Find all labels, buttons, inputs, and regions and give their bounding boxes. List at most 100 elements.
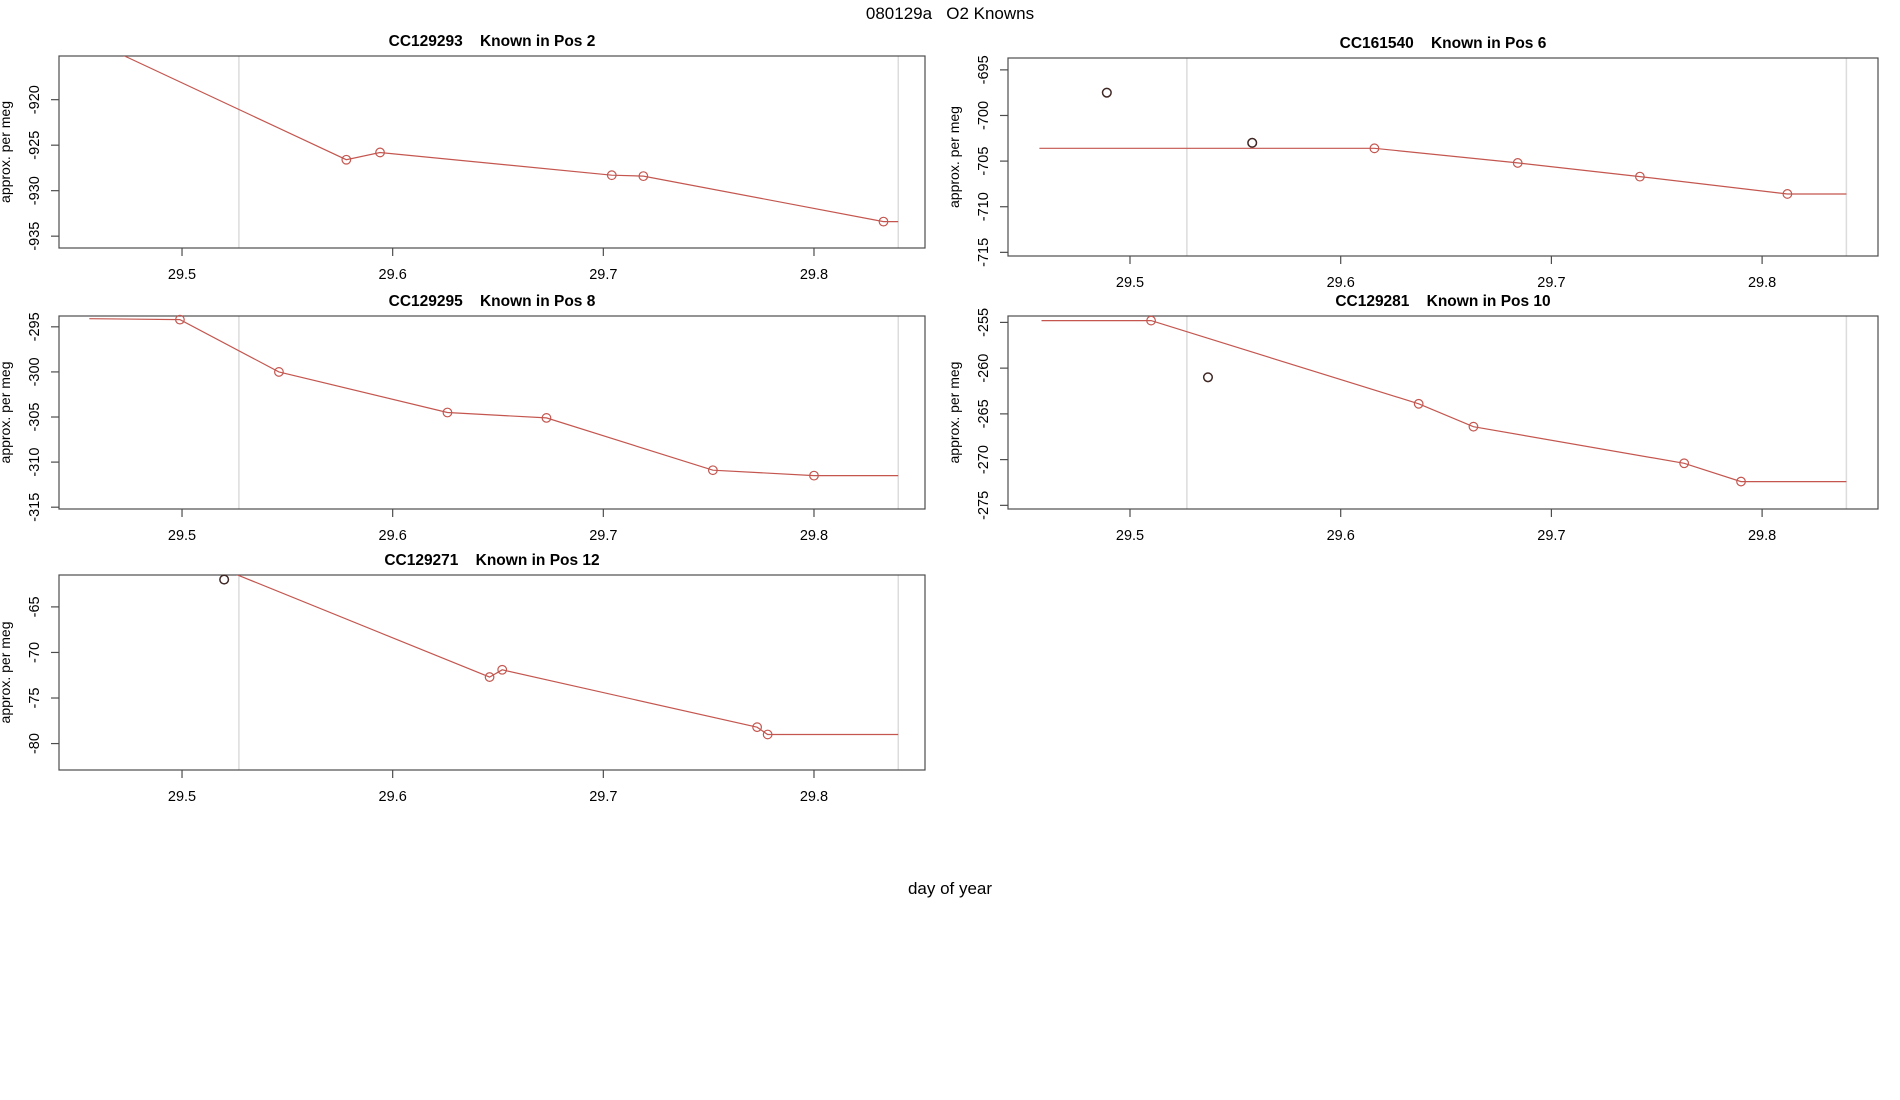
x-tick-label: 29.7 [589,789,617,805]
outlier-point [219,574,230,585]
data-point [341,154,352,165]
data-point [274,367,284,377]
data-point [1736,476,1746,487]
y-tick-label: -715 [976,238,992,267]
x-tick-label: 29.5 [168,528,196,544]
plot-border [58,55,926,249]
data-point [1512,158,1523,168]
y-tick-label: -260 [976,354,992,383]
y-tick-label: -305 [27,402,43,431]
y-tick-label: -705 [976,147,992,176]
data-point [1635,171,1645,182]
data-point [1413,398,1424,409]
x-tick-label: 29.5 [168,267,196,283]
y-axis-label: approx. per meg [946,362,962,464]
x-tick-label: 29.8 [1748,275,1776,291]
y-tick-label: -310 [27,448,43,477]
x-tick-label: 29.8 [1748,528,1776,544]
data-point [1146,315,1156,326]
y-tick-label: -695 [976,55,992,84]
data-point [1782,189,1793,199]
y-axis-label: approx. per meg [0,622,13,724]
data-point [497,664,508,675]
data-point [1369,143,1380,154]
data-point [606,170,617,181]
y-tick-label: -70 [27,642,43,663]
plot-border [58,315,926,510]
chart-panel-CC129271: 29.5 29.6 29.7 29.8 -65 -70 -75 -80 approx. per … [0,552,926,805]
x-tick-label: 29.6 [379,528,407,544]
panel-title: CC129281 Known in Pos 10 [1335,293,1550,310]
chart-panel-CC129295: 29.5 29.6 29.7 29.8 -295 -300 -305 -310 -315 appr… [0,293,926,544]
data-point [638,171,649,182]
x-tick-label: 29.6 [1327,275,1355,291]
x-tick-label: 29.7 [589,267,617,283]
outlier-point [1101,87,1112,98]
x-tick-label: 29.6 [379,267,407,283]
y-tick-label: -275 [976,491,992,520]
x-tick-label: 29.5 [168,789,196,805]
data-line [1041,320,1847,483]
y-tick-label: -935 [27,222,43,251]
data-line [89,318,899,477]
x-tick-label: 29.7 [589,528,617,544]
y-axis-label: approx. per meg [0,362,13,464]
chart-panel-CC161540: 29.5 29.6 29.7 29.8 -695 -700 -705 -710 -715 appr… [946,35,1879,291]
x-tick-label: 29.7 [1537,528,1565,544]
data-point [1679,458,1690,469]
panel-title: CC129293 Known in Pos 2 [389,33,596,50]
y-tick-label: -80 [27,733,43,754]
y-tick-label: -300 [27,357,43,386]
y-tick-label: -930 [27,176,43,205]
page-title: 080129a O2 Knowns [865,4,1035,23]
y-tick-label: -255 [976,308,992,337]
outlier-point [1247,137,1258,148]
x-tick-label: 29.5 [1116,275,1144,291]
x-tick-label: 29.5 [1116,528,1144,544]
plot-border [1007,57,1879,257]
data-point [707,465,718,476]
data-point [762,729,773,740]
x-tick-label: 29.6 [379,789,407,805]
y-tick-label: -265 [976,399,992,428]
chart-panel-CC129293: 29.5 29.6 29.7 29.8 -920 -925 -930 -935 approx. … [0,33,926,283]
x-tick-label: 29.8 [800,528,828,544]
chart-panel-CC129281: 29.5 29.6 29.7 29.8 -255 -260 -265 -270 -275 appr… [946,293,1879,544]
x-tick-label: 29.6 [1327,528,1355,544]
data-point [375,147,385,158]
y-tick-label: -295 [27,312,43,341]
plot-border [58,574,926,771]
plot-border [1007,315,1879,510]
data-point [752,722,763,733]
data-point [541,413,552,423]
outlier-point [1202,372,1214,383]
panel-title: CC129295 Known in Pos 8 [389,293,596,310]
data-point [809,470,819,481]
y-axis-label: approx. per meg [946,106,962,208]
panel-title: CC129271 Known in Pos 12 [384,552,599,569]
y-axis-label: approx. per meg [0,101,13,203]
data-point [878,216,889,227]
y-tick-label: -925 [27,131,43,160]
y-tick-label: -315 [27,493,43,522]
data-point [1468,421,1479,432]
x-tick-label: 29.7 [1537,275,1565,291]
y-tick-label: -710 [976,192,992,221]
data-point [484,672,495,682]
data-line [123,56,899,223]
data-line [1039,147,1847,195]
panel-title: CC161540 Known in Pos 6 [1340,35,1547,52]
x-tick-label: 29.8 [800,789,828,805]
y-tick-label: -920 [27,85,43,114]
y-tick-label: -700 [976,101,992,130]
x-tick-label: 29.8 [800,267,828,283]
data-point [175,314,185,325]
y-tick-label: -75 [27,688,43,709]
data-line [235,575,899,736]
y-tick-label: -270 [976,445,992,474]
x-axis-label: day of year [907,879,993,898]
data-point [442,407,453,418]
y-tick-label: -65 [27,596,43,617]
